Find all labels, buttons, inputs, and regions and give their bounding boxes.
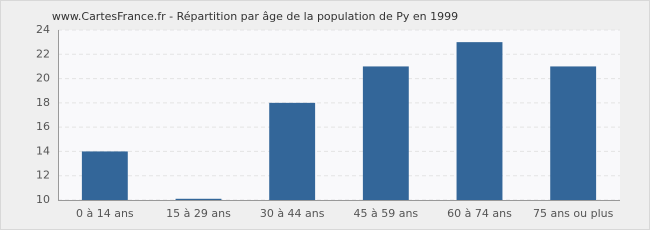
- bar: [269, 102, 316, 200]
- y-tick-label: 24: [36, 23, 50, 36]
- chart-title: www.CartesFrance.fr - Répartition par âg…: [52, 10, 458, 23]
- bar: [175, 198, 222, 200]
- x-tick-label: 45 à 59 ans: [353, 207, 418, 220]
- bar: [550, 66, 597, 200]
- x-tick-label: 75 ans ou plus: [533, 207, 614, 220]
- y-tick-label: 20: [36, 72, 50, 85]
- x-tick-label: 15 à 29 ans: [166, 207, 231, 220]
- bar: [456, 42, 503, 201]
- bar: [81, 151, 128, 200]
- y-tick-label: 14: [36, 144, 50, 157]
- x-tick-label: 30 à 44 ans: [260, 207, 325, 220]
- plot-area: [58, 30, 620, 200]
- x-tick-label: 0 à 14 ans: [76, 207, 134, 220]
- y-tick-label: 10: [36, 193, 50, 206]
- y-tick-label: 16: [36, 120, 50, 133]
- x-tick-label: 60 à 74 ans: [447, 207, 512, 220]
- bar: [362, 66, 409, 200]
- y-tick-label: 22: [36, 47, 50, 60]
- y-tick-label: 18: [36, 96, 50, 109]
- chart: www.CartesFrance.fr - Répartition par âg…: [0, 0, 650, 230]
- y-tick-label: 12: [36, 169, 50, 182]
